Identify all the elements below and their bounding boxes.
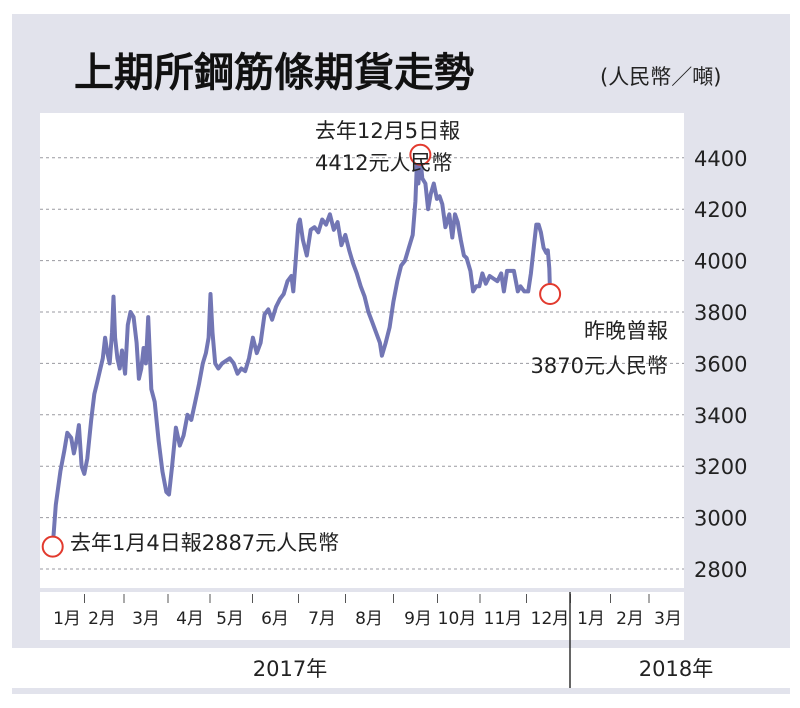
y-tick-label: 2800 — [694, 558, 747, 582]
chart-unit: (人民幣／噸) — [600, 65, 721, 89]
y-tick-label: 3200 — [694, 455, 747, 479]
x-month-label: 10月 — [438, 609, 477, 629]
y-tick-label: 3800 — [694, 301, 747, 325]
y-tick-label: 3600 — [694, 352, 747, 376]
x-month-label: 8月 — [355, 609, 383, 629]
x-month-label: 2月 — [88, 609, 116, 629]
month-band — [40, 592, 684, 640]
x-month-label: 2月 — [616, 609, 644, 629]
x-month-label: 3月 — [132, 609, 160, 629]
x-month-label: 4月 — [176, 609, 204, 629]
x-month-label: 12月 — [531, 609, 570, 629]
x-month-label: 1月 — [577, 609, 605, 629]
x-month-label: 5月 — [216, 609, 244, 629]
high-annotation-line1: 去年12月5日報 — [315, 119, 460, 143]
high-annotation-marker — [409, 143, 432, 166]
price-line — [50, 155, 553, 549]
last-annotation-line1: 昨晚曾報 — [584, 319, 668, 343]
last-annotation-line2: 3870元人民幣 — [531, 354, 668, 378]
x-month-label: 9月 — [404, 609, 432, 629]
low-annotation-text: 去年1月4日報2887元人民幣 — [70, 531, 339, 555]
x-month-label: 6月 — [261, 609, 289, 629]
y-tick-label: 3400 — [694, 404, 747, 428]
last-annotation-marker — [539, 283, 562, 306]
high-annotation-line2: 4412元人民幣 — [315, 151, 452, 175]
y-tick-label: 3000 — [694, 507, 747, 531]
x-month-label: 7月 — [308, 609, 336, 629]
y-tick-label: 4400 — [694, 147, 747, 171]
low-annotation-marker — [41, 535, 64, 558]
x-month-label: 11月 — [484, 609, 523, 629]
y-tick-label: 4000 — [694, 250, 747, 274]
year-label-2017: 2017年 — [253, 657, 327, 681]
year-label-2018: 2018年 — [639, 657, 713, 681]
y-tick-label: 4200 — [694, 198, 747, 222]
x-month-label: 3月 — [654, 609, 682, 629]
chart-title: 上期所鋼筋條期貨走勢 — [74, 49, 474, 96]
x-month-label: 1月 — [53, 609, 81, 629]
year-band — [12, 648, 790, 688]
